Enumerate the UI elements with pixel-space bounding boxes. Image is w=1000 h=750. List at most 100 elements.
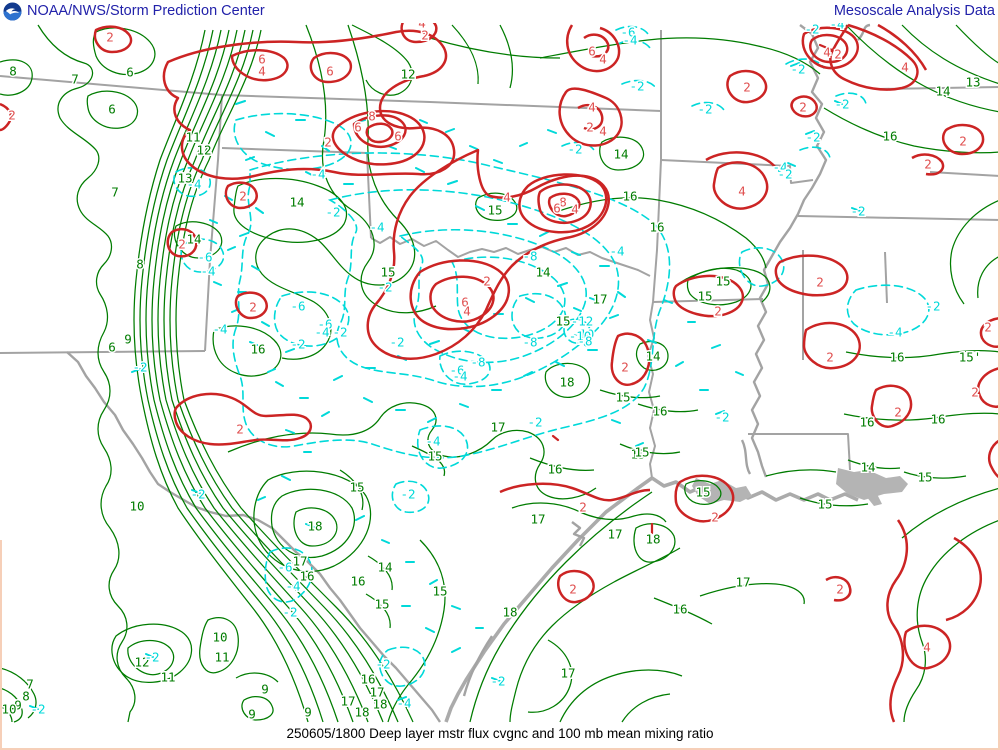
contour-label: 15 <box>427 449 442 464</box>
contour-label: 4 <box>503 190 511 205</box>
contour-label: 2 <box>711 510 719 525</box>
contour-label: 6 <box>461 295 469 310</box>
contour-label: 4 <box>923 640 931 655</box>
contour-label: 2 <box>894 405 902 420</box>
contour-label: 2 <box>836 582 844 597</box>
contour-label: -4 <box>452 369 467 384</box>
contour-label: 8 <box>22 689 30 704</box>
contour-label: 16 <box>250 342 265 357</box>
contour-label: 14 <box>860 460 875 475</box>
contour-label: 2 <box>239 189 247 204</box>
contour-label: 16 <box>360 672 375 687</box>
page-edge-right <box>998 0 1000 750</box>
contour-label: 16 <box>882 129 897 144</box>
contour-label: -4 <box>186 177 201 192</box>
contour-label: 17 <box>735 575 750 590</box>
contour-label: 8 <box>9 64 17 79</box>
contour-label: 2 <box>178 237 186 252</box>
contour-label: 15 <box>349 480 364 495</box>
contour-label: 16 <box>299 569 314 584</box>
contour-label: -2 <box>332 325 347 340</box>
contour-label: 11 <box>160 670 175 685</box>
contour-label: -6 <box>620 25 635 40</box>
contour-label: 15' <box>959 350 982 365</box>
contour-label: 15 <box>487 203 502 218</box>
contour-label: 8 <box>368 109 376 124</box>
contour-label: -2 <box>850 204 865 219</box>
contour-label: 17 <box>292 554 307 569</box>
contour-label: -6 <box>277 560 292 575</box>
contour-label: -8 <box>577 334 592 349</box>
map-caption: 250605/1800 Deep layer mstr flux cvgnc a… <box>286 726 714 741</box>
contour-label: 6 <box>108 102 116 117</box>
contour-label: 9 <box>124 332 132 347</box>
contour-label: 2 <box>579 500 587 515</box>
contour-label: 14 <box>613 147 628 162</box>
contour-label: 18 <box>559 375 574 390</box>
red-mfc-contours <box>0 23 1000 723</box>
contour-label: -10 <box>572 327 595 342</box>
contour-label: -2 <box>527 415 542 430</box>
contour-label: 14 <box>186 232 201 247</box>
contour-label: 2 <box>236 422 244 437</box>
contour-label: 6 <box>354 120 362 135</box>
contour-label: 17 <box>530 512 545 527</box>
contour-label: -4 <box>772 160 787 175</box>
contour-label: 6 <box>553 201 561 216</box>
contour-label: -2 <box>790 62 805 77</box>
contour-label: -4 <box>887 325 902 340</box>
contour-label: 15 <box>374 597 389 612</box>
contour-label: -8 <box>575 335 590 350</box>
contour-label: 2 <box>106 30 114 45</box>
contour-label: 16 <box>930 412 945 427</box>
contour-label: -2 <box>805 130 820 145</box>
contour-label: 8 <box>136 257 144 272</box>
rivers-coastline <box>66 23 908 723</box>
contour-label: -2 <box>325 205 340 220</box>
contour-label: -2 <box>777 167 792 182</box>
contour-label: 2 <box>834 47 842 62</box>
contour-label: 12 <box>196 143 211 158</box>
contour-label: 2 <box>621 360 629 375</box>
mesoscale-analysis-link[interactable]: Mesoscale Analysis Data <box>833 3 995 19</box>
contour-label: -2 <box>567 142 582 157</box>
contour-label: -2 <box>144 650 159 665</box>
contour-label: -4 <box>622 33 637 48</box>
contour-label: 6 <box>394 129 402 144</box>
contour-label: 10 <box>1 702 16 717</box>
contour-label: 2 <box>714 304 722 319</box>
contour-label: 2 <box>971 385 979 400</box>
contour-label: -8 <box>522 335 537 350</box>
contour-label: 15 <box>555 314 570 329</box>
contour-label: 16 <box>622 189 637 204</box>
contour-label: 2 <box>826 350 834 365</box>
contour-label: 2 <box>799 100 807 115</box>
contour-label: -6 <box>197 250 212 265</box>
contour-label: 4 <box>599 124 607 139</box>
contour-label: 4 <box>599 52 607 67</box>
page-edge-bottom <box>0 748 1000 750</box>
contour-label: 15 <box>917 470 932 485</box>
contour-label: 17 <box>490 420 505 435</box>
contour-label: -10 <box>569 329 592 344</box>
contour-label: 17 <box>607 527 622 542</box>
contour-label: -2 <box>282 605 297 620</box>
contour-label: -4 <box>314 325 329 340</box>
contour-label: -2 <box>925 299 940 314</box>
contour-label: -2 <box>804 22 819 37</box>
contour-label: 8 <box>559 195 567 210</box>
contour-label: 2 <box>924 157 932 172</box>
contour-label: 6 <box>108 340 116 355</box>
contour-label: 14 <box>645 349 660 364</box>
contour-label: -8 <box>522 249 537 264</box>
contour-label: -4 <box>200 264 215 279</box>
contour-label: 4 <box>418 16 426 31</box>
spc-brand-link[interactable]: NOAA/NWS/Storm Prediction Center <box>27 3 265 19</box>
contour-label: 2 <box>743 80 751 95</box>
green-mixing-ratio-contours <box>0 24 1000 723</box>
contour-label: 2 <box>586 120 594 135</box>
contour-label: -4 <box>212 322 227 337</box>
contour-label: -2 <box>377 280 392 295</box>
